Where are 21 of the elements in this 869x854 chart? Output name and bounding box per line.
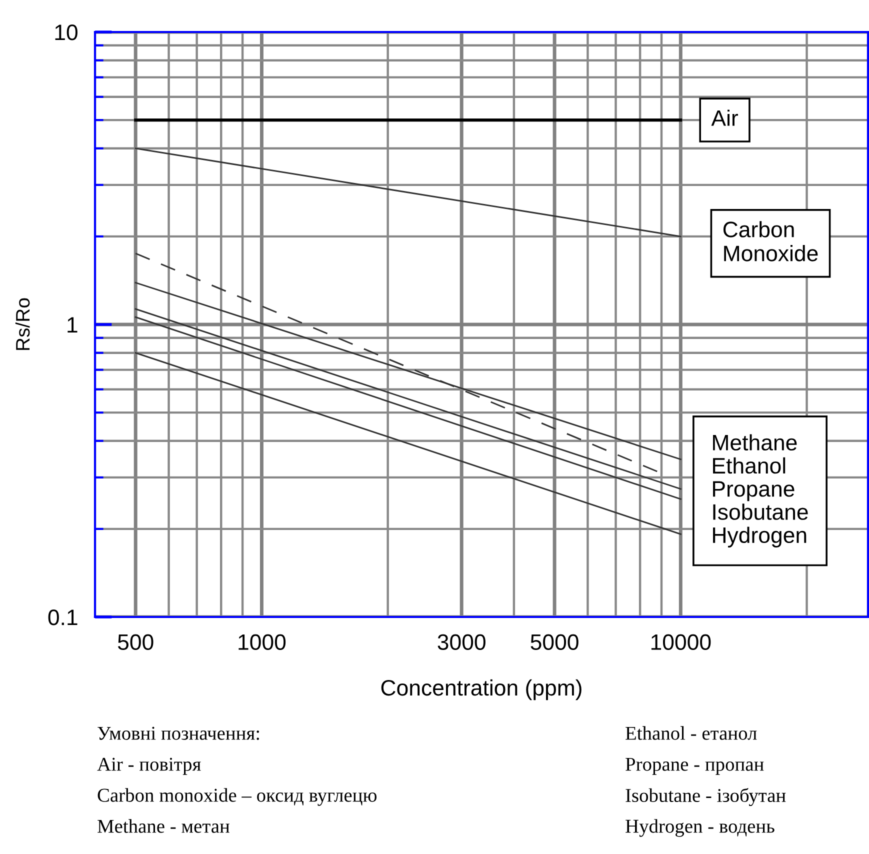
text: Isobutane - ізобутан	[626, 788, 786, 806]
x-tick-label: 3000	[438, 634, 486, 650]
text: Propane - пропан	[626, 758, 764, 775]
y-axis-title: Rs/Ro	[15, 298, 30, 350]
y-tick-label: 0.1	[48, 610, 78, 626]
y-tick-label: 1	[68, 317, 78, 333]
x-tick-label: 10000	[651, 634, 711, 650]
text: Умовні позначення:	[98, 726, 259, 740]
x-tick-label: 1000	[238, 634, 286, 650]
text: Ethanol - етанол	[626, 726, 757, 740]
text: Carbon monoxide – оксид вуглецю	[98, 788, 377, 806]
series-label: Air	[711, 110, 738, 126]
y-tick-label: 10	[55, 24, 78, 40]
x-tick-label: 500	[118, 634, 154, 650]
series-label: Carbon Monoxide	[723, 221, 818, 262]
annotation: Methane Ethanol Propane Isobutane Hydrogen	[713, 434, 808, 548]
text: Methane - метан	[98, 819, 230, 833]
text: Hydrogen - водень	[626, 819, 774, 837]
x-tick-label: 5000	[530, 634, 578, 650]
text: Air - повітря	[97, 758, 201, 775]
x-axis-title: Concentration (ppm)	[381, 679, 582, 700]
